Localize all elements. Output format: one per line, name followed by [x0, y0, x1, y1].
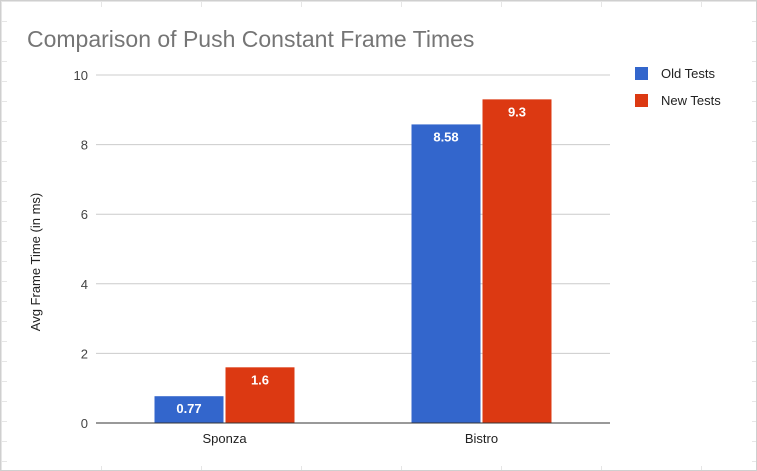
x-category-label: Sponza	[202, 431, 247, 446]
chart-card[interactable]: Comparison of Push Constant Frame Times …	[7, 7, 752, 466]
bar-old-tests-bistro[interactable]	[411, 124, 481, 423]
bar-chart: Comparison of Push Constant Frame Times …	[27, 26, 721, 446]
bar-new-tests-sponza[interactable]	[225, 367, 295, 423]
y-tick-label: 2	[81, 346, 88, 361]
bar-old-tests-sponza[interactable]	[154, 396, 224, 423]
data-label: 0.77	[176, 401, 201, 416]
bar-new-tests-bistro[interactable]	[482, 99, 552, 424]
data-label: 8.58	[433, 129, 458, 144]
legend: Old Tests New Tests	[635, 66, 721, 108]
chart-title: Comparison of Push Constant Frame Times	[27, 26, 474, 52]
bars: 0.77 1.6 8.58 9.3	[154, 99, 552, 424]
y-axis-title: Avg Frame Time (in ms)	[28, 193, 43, 331]
y-tick-label: 8	[81, 138, 88, 153]
data-label: 9.3	[508, 104, 526, 119]
legend-label: Old Tests	[661, 66, 715, 81]
legend-swatch	[635, 67, 648, 80]
y-tick-label: 10	[74, 68, 88, 83]
legend-label: New Tests	[661, 93, 721, 108]
axes: 0 2 4 6 8 10 Sponza Bistro	[74, 68, 610, 446]
legend-swatch	[635, 94, 648, 107]
y-tick-label: 4	[81, 277, 88, 292]
y-tick-label: 6	[81, 207, 88, 222]
x-category-label: Bistro	[465, 431, 498, 446]
data-label: 1.6	[251, 372, 269, 387]
y-tick-label: 0	[81, 416, 88, 431]
